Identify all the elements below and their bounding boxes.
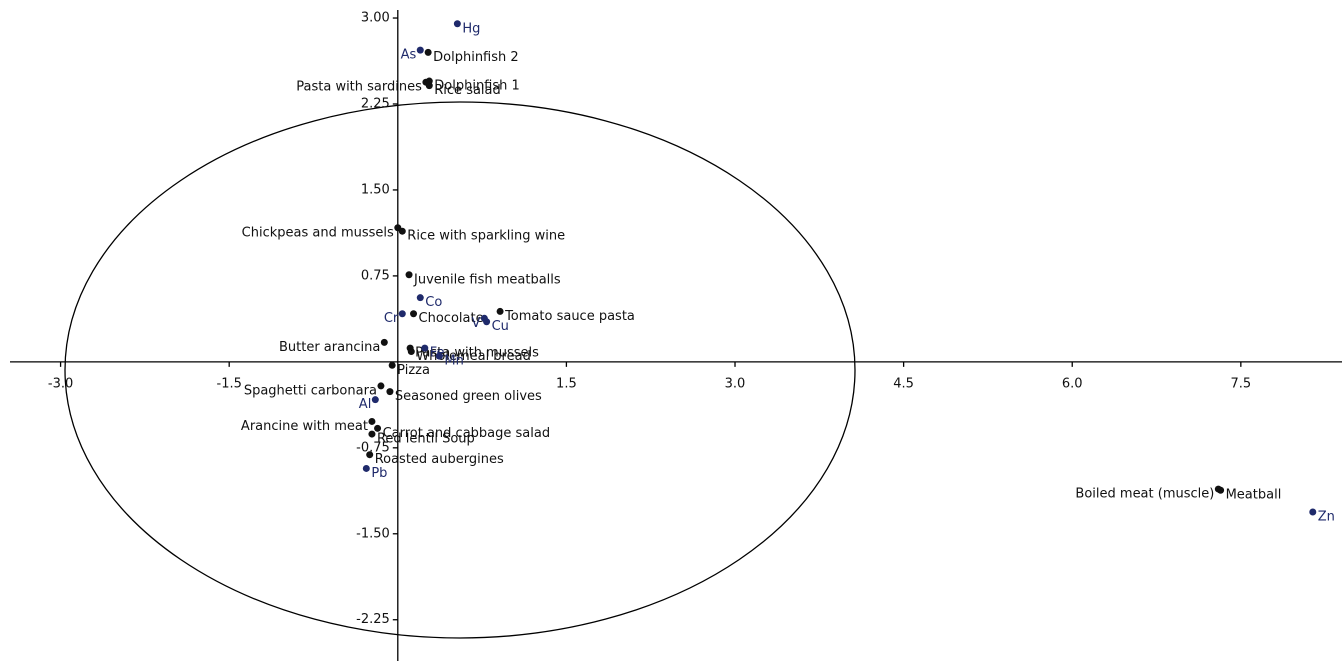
point-label: Pb	[371, 466, 387, 481]
point	[435, 352, 443, 360]
point-label: Pasta with mussels	[415, 346, 539, 361]
point	[416, 294, 424, 302]
point-label: Carrot and cabbage salad	[383, 426, 551, 441]
point	[1217, 486, 1225, 494]
point-label: Dolphinfish 2	[433, 50, 519, 65]
point	[377, 382, 385, 390]
point	[421, 344, 429, 352]
point	[496, 307, 504, 315]
point-label: Spaghetti carbonara	[244, 383, 377, 398]
y-tick-label: -2.25	[356, 612, 390, 627]
x-tick-label: -3.0	[48, 376, 73, 391]
point	[386, 388, 394, 396]
point-label: Pasta with sardines	[296, 80, 422, 95]
point	[453, 20, 461, 28]
point	[416, 46, 424, 54]
point-label: Butter arancina	[279, 340, 380, 355]
point-label: Juvenile fish meatballs	[413, 272, 561, 287]
point	[424, 48, 432, 56]
point	[380, 338, 388, 346]
y-tick-label: 3.00	[361, 11, 390, 26]
point-label: V	[471, 316, 480, 331]
x-tick-label: -1.5	[217, 376, 242, 391]
point-label: Tomato sauce pasta	[504, 309, 635, 324]
point-label: Meatball	[1226, 488, 1282, 503]
point-label: Cr	[384, 311, 399, 326]
point-label: Zn	[1318, 510, 1335, 525]
x-tick-label: 6.0	[1062, 376, 1083, 391]
x-tick-label: 4.5	[893, 376, 914, 391]
point	[407, 348, 415, 356]
point-label: Pizza	[397, 363, 430, 378]
point	[368, 417, 376, 425]
x-tick-label: 3.0	[725, 376, 746, 391]
x-tick-label: 7.5	[1230, 376, 1251, 391]
point	[398, 310, 406, 318]
point	[388, 361, 396, 369]
point-label: Chickpeas and mussels	[242, 225, 394, 240]
confidence-ellipse	[64, 101, 856, 639]
point	[425, 82, 433, 90]
point	[366, 451, 374, 459]
point-label: Chocolate	[419, 311, 484, 326]
y-tick-label: 0.75	[361, 268, 390, 283]
point-label: As	[401, 48, 417, 63]
y-tick-label: -0.75	[356, 440, 390, 455]
point	[483, 318, 491, 326]
point-label: Red lentil Soup	[377, 432, 475, 447]
point	[371, 396, 379, 404]
y-tick-label: 1.50	[361, 182, 390, 197]
point-label: Al	[359, 397, 372, 412]
point	[374, 424, 382, 432]
point-label: Hg	[462, 21, 480, 36]
point	[410, 310, 418, 318]
point-label: Wholemeal bread	[416, 349, 531, 364]
point-label: Cu	[492, 319, 509, 334]
point	[362, 464, 370, 472]
x-tick-label: 1.5	[556, 376, 577, 391]
point	[368, 430, 376, 438]
point-label: Boiled meat (muscle)	[1075, 487, 1214, 502]
point-label: Rice salad	[434, 83, 501, 98]
point	[405, 271, 413, 279]
y-tick-label: -1.50	[356, 526, 390, 541]
point-label: Roasted aubergines	[375, 452, 504, 467]
point-label: Seasoned green olives	[395, 389, 542, 404]
point-label: Mn	[444, 354, 463, 369]
point-label: Arancine with meat	[241, 419, 368, 434]
point-label: Dolphinfish 1	[434, 79, 520, 94]
y-tick-label: 2.25	[361, 96, 390, 111]
point-label: Rice with sparkling wine	[407, 229, 565, 244]
point-label: Co	[425, 295, 442, 310]
point	[1309, 508, 1317, 516]
point	[398, 227, 406, 235]
